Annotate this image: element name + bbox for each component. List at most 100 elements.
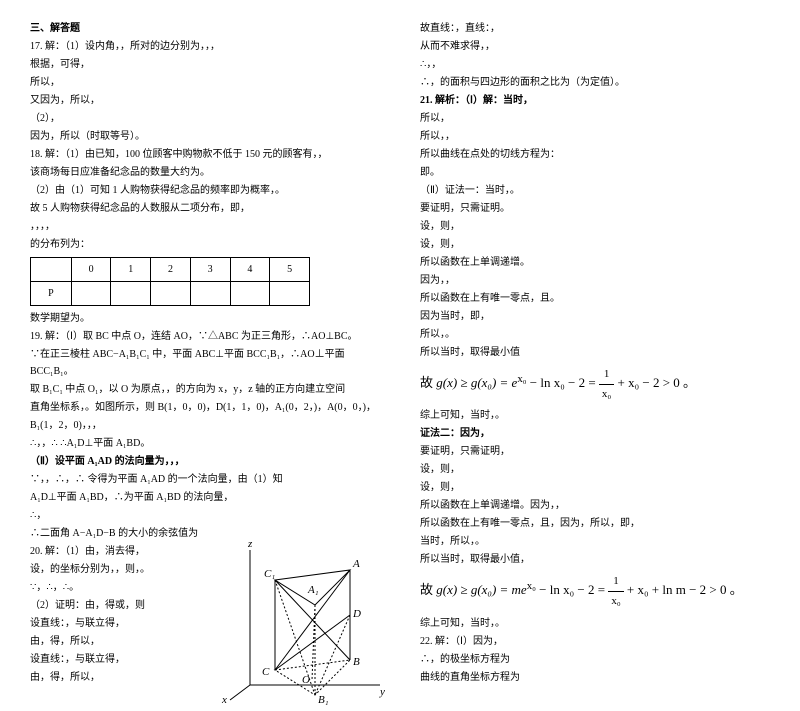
text-line: A₁D⊥平面 A₁BD，∴为平面 A₁BD 的法向量， (30, 489, 380, 506)
text-line: 因为当时，即， (420, 308, 770, 325)
formula-text: − ln x₀ − 2 = (536, 583, 608, 598)
frac-num: 1 (608, 572, 623, 592)
section-title: 三、解答题 (30, 20, 380, 37)
text-line: 从而不难求得，， (420, 38, 770, 55)
axis-label-x: x (221, 694, 227, 705)
text-line: ∴，的面积与四边形的面积之比为（为定值）。 (420, 74, 770, 91)
right-column: 故直线：，直线：， 从而不难求得，， ∴，， ∴，的面积与四边形的面积之比为（为… (420, 20, 770, 687)
vertex-a: A (352, 558, 360, 570)
text-line: 18. 解：（1）由已知，100 位顾客中购物款不低于 150 元的顾客有，， (30, 146, 380, 163)
table-cell: 5 (270, 258, 310, 282)
text-line: 21. 解析：（Ⅰ）解：当时， (420, 92, 770, 109)
text-line: 因为，所以（时取等号）。 (30, 128, 380, 145)
fraction: 1x₀ (608, 572, 623, 610)
text-line: 的分布列为： (30, 236, 380, 253)
text-line: B₁(1，2，0)，，， (30, 417, 380, 434)
axis-label-y: y (379, 686, 385, 698)
formula-sup: x₀ (527, 580, 536, 592)
vertex-d: D (352, 608, 361, 620)
text-line: 所以，， (420, 128, 770, 145)
text-line: 所以，。 (420, 326, 770, 343)
frac-num: 1 (599, 365, 614, 385)
geometry-wrapper: ∴二面角 A−A₁D−B 的大小的余弦值为 20. 解：（1）由，消去得， 设，… (30, 525, 380, 686)
text-line: 22. 解：（Ⅰ）因为， (420, 633, 770, 650)
text-line: （Ⅱ）证法一：当时，。 (420, 182, 770, 199)
formula-text: g(x) ≥ g(x₀) = e (436, 375, 517, 390)
table-cell: 4 (230, 258, 270, 282)
text-line: 故直线：，直线：， (420, 20, 770, 37)
table-cell (31, 258, 72, 282)
table-cell (230, 282, 270, 306)
axis-label-z: z (247, 538, 253, 550)
text-line: 所以， (420, 110, 770, 127)
formula-text: 故 (420, 375, 436, 390)
table-row: P (31, 282, 310, 306)
text-line: （2）由（1）可知 1 人购物获得纪念品的频率即为概率，。 (30, 182, 380, 199)
text-line: 设，则， (420, 218, 770, 235)
formula-text: 故 (420, 583, 436, 598)
vertex-b1: B₁ (318, 694, 329, 705)
table-cell (270, 282, 310, 306)
text-line: ∵，，∴，∴ 令得为平面 A₁AD 的一个法向量，由（1）知 (30, 471, 380, 488)
vertex-c1: C₁ (264, 568, 275, 580)
geometry-figure: z x y A₁ A C₁ C B₁ B D O (220, 535, 390, 705)
text-line: 所以函数在上单调递增。 (420, 254, 770, 271)
distribution-table: 0 1 2 3 4 5 P (30, 257, 310, 306)
table-row: 0 1 2 3 4 5 (31, 258, 310, 282)
formula-text: − ln x₀ − 2 = (527, 375, 599, 390)
prism-svg: z x y A₁ A C₁ C B₁ B D O (220, 535, 390, 705)
text-line: 17. 解：（1）设内角，，所对的边分别为，，， (30, 38, 380, 55)
text-line: 所以， (30, 74, 380, 91)
text-line: 要证明，只需证明， (420, 443, 770, 460)
text-line: 所以函数在上有唯一零点，且。 (420, 290, 770, 307)
table-cell: 3 (190, 258, 230, 282)
two-column-layout: 三、解答题 17. 解：（1）设内角，，所对的边分别为，，， 根据，可得， 所以… (30, 20, 770, 687)
text-line: ∴，， (420, 56, 770, 73)
table-cell (190, 282, 230, 306)
text-line: ∴，的极坐标方程为 (420, 651, 770, 668)
table-cell (71, 282, 111, 306)
fraction: 1x₀ (599, 365, 614, 403)
text-line: 设，则， (420, 236, 770, 253)
text-line: 当时，所以，。 (420, 533, 770, 550)
text-line: ，，，， (30, 218, 380, 235)
formula-text: g(x) ≥ g(x₀) = me (436, 583, 526, 598)
vertex-o: O (302, 674, 310, 686)
vertex-b: B (353, 656, 360, 668)
text-line: 因为，， (420, 272, 770, 289)
text-line: 综上可知，当时，。 (420, 615, 770, 632)
vertex-a1: A₁ (307, 584, 319, 596)
text-line: 设，则， (420, 461, 770, 478)
frac-den: x₀ (599, 385, 614, 404)
formula-1: 故 g(x) ≥ g(x₀) = ex₀ − ln x₀ − 2 = 1x₀ +… (420, 365, 770, 403)
text-line: （Ⅱ）设平面 A₁AD 的法向量为，，， (30, 453, 380, 470)
text-line: 直角坐标系，。如图所示，则 B(1，0，0)，D(1，1，0)，A₁(0，2，)… (30, 399, 380, 416)
left-column: 三、解答题 17. 解：（1）设内角，，所对的边分别为，，， 根据，可得， 所以… (30, 20, 380, 687)
text-line: 数学期望为。 (30, 310, 380, 327)
text-line: 又因为，所以， (30, 92, 380, 109)
table-cell (151, 282, 191, 306)
text-line: 19. 解：（Ⅰ）取 BC 中点 O，连结 AO，∵△ABC 为正三角形，∴AO… (30, 328, 380, 345)
text-line: ∵在正三棱柱 ABC−A₁B₁C₁ 中，平面 ABC⊥平面 BCC₁B₁，∴AO… (30, 346, 380, 380)
text-line: ∴，，∴ ∴A₁D⊥平面 A₁BD。 (30, 435, 380, 452)
text-line: 设，则， (420, 479, 770, 496)
text-line: 即。 (420, 164, 770, 181)
text-line: 要证明，只需证明。 (420, 200, 770, 217)
text-line: ∴， (30, 507, 380, 524)
text-line: 故 5 人购物获得纪念品的人数服从二项分布，即， (30, 200, 380, 217)
text-line: 取 B₁C₁ 中点 O₁，以 O 为原点，，的方向为 x，y，z 轴的正方向建立… (30, 381, 380, 398)
text-line: 根据，可得， (30, 56, 380, 73)
text-line: 该商场每日应准备纪念品的数量大约为。 (30, 164, 380, 181)
table-cell: 1 (111, 258, 151, 282)
text-line: 所以当时，取得最小值 (420, 344, 770, 361)
formula-2: 故 g(x) ≥ g(x₀) = mex₀ − ln x₀ − 2 = 1x₀ … (420, 572, 770, 610)
text-line: 所以函数在上有唯一零点，且，因为，所以，即， (420, 515, 770, 532)
table-cell (111, 282, 151, 306)
formula-text: + x₀ + ln m − 2 > 0 。 (624, 583, 743, 598)
formula-text: + x₀ − 2 > 0 。 (614, 375, 696, 390)
formula-sup: x₀ (517, 373, 526, 385)
text-line: 证法二：因为， (420, 425, 770, 442)
text-line: 所以函数在上单调递增。因为，， (420, 497, 770, 514)
text-line: 曲线的直角坐标方程为 (420, 669, 770, 686)
frac-den: x₀ (608, 592, 623, 611)
